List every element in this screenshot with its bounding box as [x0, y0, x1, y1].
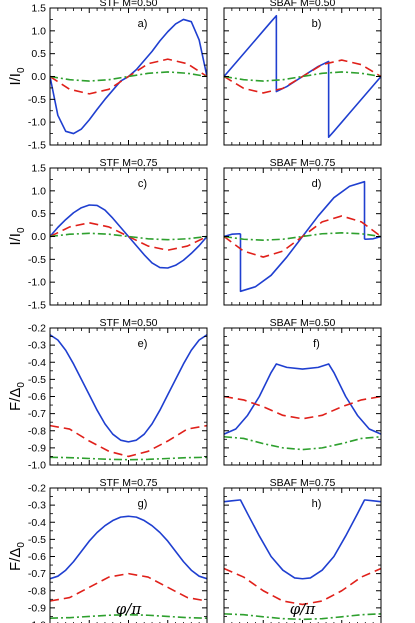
y-axis-label: I/I0 [7, 67, 27, 86]
series-line-blue [224, 499, 381, 580]
y-tick-label: -0.5 [28, 94, 46, 106]
x-axis-label: φ/π [116, 600, 143, 618]
panel-tag: f) [313, 338, 320, 350]
series-line-green [50, 456, 207, 461]
panel-tag: a) [138, 18, 148, 30]
panel-f: SBAF M=0.50 f) [223, 317, 382, 466]
panel-a: -1.5 -1.0 -0.5 0.0 0.5 1.0 1.5 STF M=0.50 a) I/I0 [7, 0, 208, 152]
panel-title: STF M=0.50 [99, 317, 157, 329]
y-tick-label: 0.0 [31, 231, 46, 243]
series-line-green [224, 71, 381, 82]
y-tick-label: -1.0 [28, 620, 46, 623]
panel-title: STF M=0.75 [99, 477, 157, 489]
y-tick-label: -0.5 [28, 254, 46, 266]
series-line-red [50, 424, 207, 458]
series-line-green [224, 435, 381, 451]
y-tick-label: -0.5 [28, 534, 46, 546]
y-tick-label: -0.9 [28, 442, 46, 454]
series-line-green [50, 613, 207, 619]
panel-title: SBAF M=0.50 [270, 0, 336, 9]
y-tick-label: -0.5 [28, 374, 46, 386]
panel-title: SBAF M=0.75 [270, 157, 336, 169]
series-line-red [224, 567, 381, 606]
y-tick-label: -1.0 [28, 460, 46, 472]
y-tick-label: -0.2 [28, 323, 46, 335]
series-line-red [50, 58, 207, 95]
panel-c: -1.5 -1.0 -0.5 0.0 0.5 1.0 1.5 STF M=0.75 c) I/I0 [7, 157, 208, 312]
panel-title: SBAF M=0.75 [270, 477, 336, 489]
panel-title: SBAF M=0.50 [270, 317, 336, 329]
y-tick-label: -1.0 [28, 277, 46, 289]
y-axis-label: F/Δ0 [7, 542, 27, 571]
y-tick-label: 0.0 [31, 71, 46, 83]
y-tick-label: -0.7 [28, 568, 46, 580]
series-line-red [224, 59, 381, 94]
series-line-blue [224, 363, 381, 435]
panel-e: -1.0 -0.9 -0.8 -0.7 -0.6 -0.5 -0.4 -0.3 -0.2 STF … [7, 317, 208, 472]
y-axis-label: F/Δ0 [7, 382, 27, 411]
y-tick-label: -1.5 [28, 140, 46, 152]
panel-tag: c) [138, 178, 147, 190]
y-tick-label: -0.6 [28, 551, 46, 563]
y-tick-label: -0.4 [28, 517, 46, 529]
series-line-red [224, 215, 381, 258]
series-line-blue [50, 515, 207, 580]
y-tick-label: -0.6 [28, 391, 46, 403]
panel-title: STF M=0.50 [99, 0, 157, 9]
y-tick-label: -0.8 [28, 585, 46, 597]
panel-tag: b) [312, 18, 322, 30]
panel-tag: d) [312, 178, 322, 190]
panel-title: STF M=0.75 [99, 157, 157, 169]
series-line-blue [50, 204, 207, 269]
y-tick-label: -1.5 [28, 300, 46, 312]
y-tick-label: -0.3 [28, 500, 46, 512]
series-line-red [50, 572, 207, 602]
panel-b: SBAF M=0.50 b) [223, 0, 382, 146]
series-line-blue [50, 334, 207, 443]
y-tick-label: -1.0 [28, 117, 46, 129]
y-tick-label: -0.8 [28, 425, 46, 437]
y-tick-label: 0.5 [31, 208, 46, 220]
y-axis-label: I/I0 [7, 227, 27, 246]
y-tick-label: -0.4 [28, 357, 46, 369]
panel-tag: h) [312, 498, 322, 510]
y-tick-label: 1.0 [31, 25, 46, 37]
series-line-green [50, 71, 207, 82]
series-line-red [50, 222, 207, 251]
series-line-green [224, 613, 381, 621]
y-tick-label: 0.5 [31, 48, 46, 60]
y-tick-label: 1.0 [31, 185, 46, 197]
y-tick-label: -0.7 [28, 408, 46, 420]
y-tick-label: 1.5 [31, 163, 46, 175]
plot-frame [49, 327, 208, 466]
panel-tag: e) [138, 338, 148, 350]
series-line-green [224, 232, 381, 241]
y-tick-label: -0.3 [28, 340, 46, 352]
x-axis-label: φ/π [290, 600, 317, 618]
panel-g: -1.0-0.9-0.8-0.7-0.6-0.5-0.4-0.3-0.20.00… [7, 477, 208, 623]
y-tick-label: -0.2 [28, 483, 46, 495]
panel-d: SBAF M=0.75 d) [223, 157, 382, 306]
y-tick-label: 1.5 [31, 3, 46, 15]
plot-frame [223, 327, 382, 466]
series-line-green [50, 232, 207, 241]
panel-tag: g) [138, 498, 148, 510]
y-tick-label: -0.9 [28, 602, 46, 614]
